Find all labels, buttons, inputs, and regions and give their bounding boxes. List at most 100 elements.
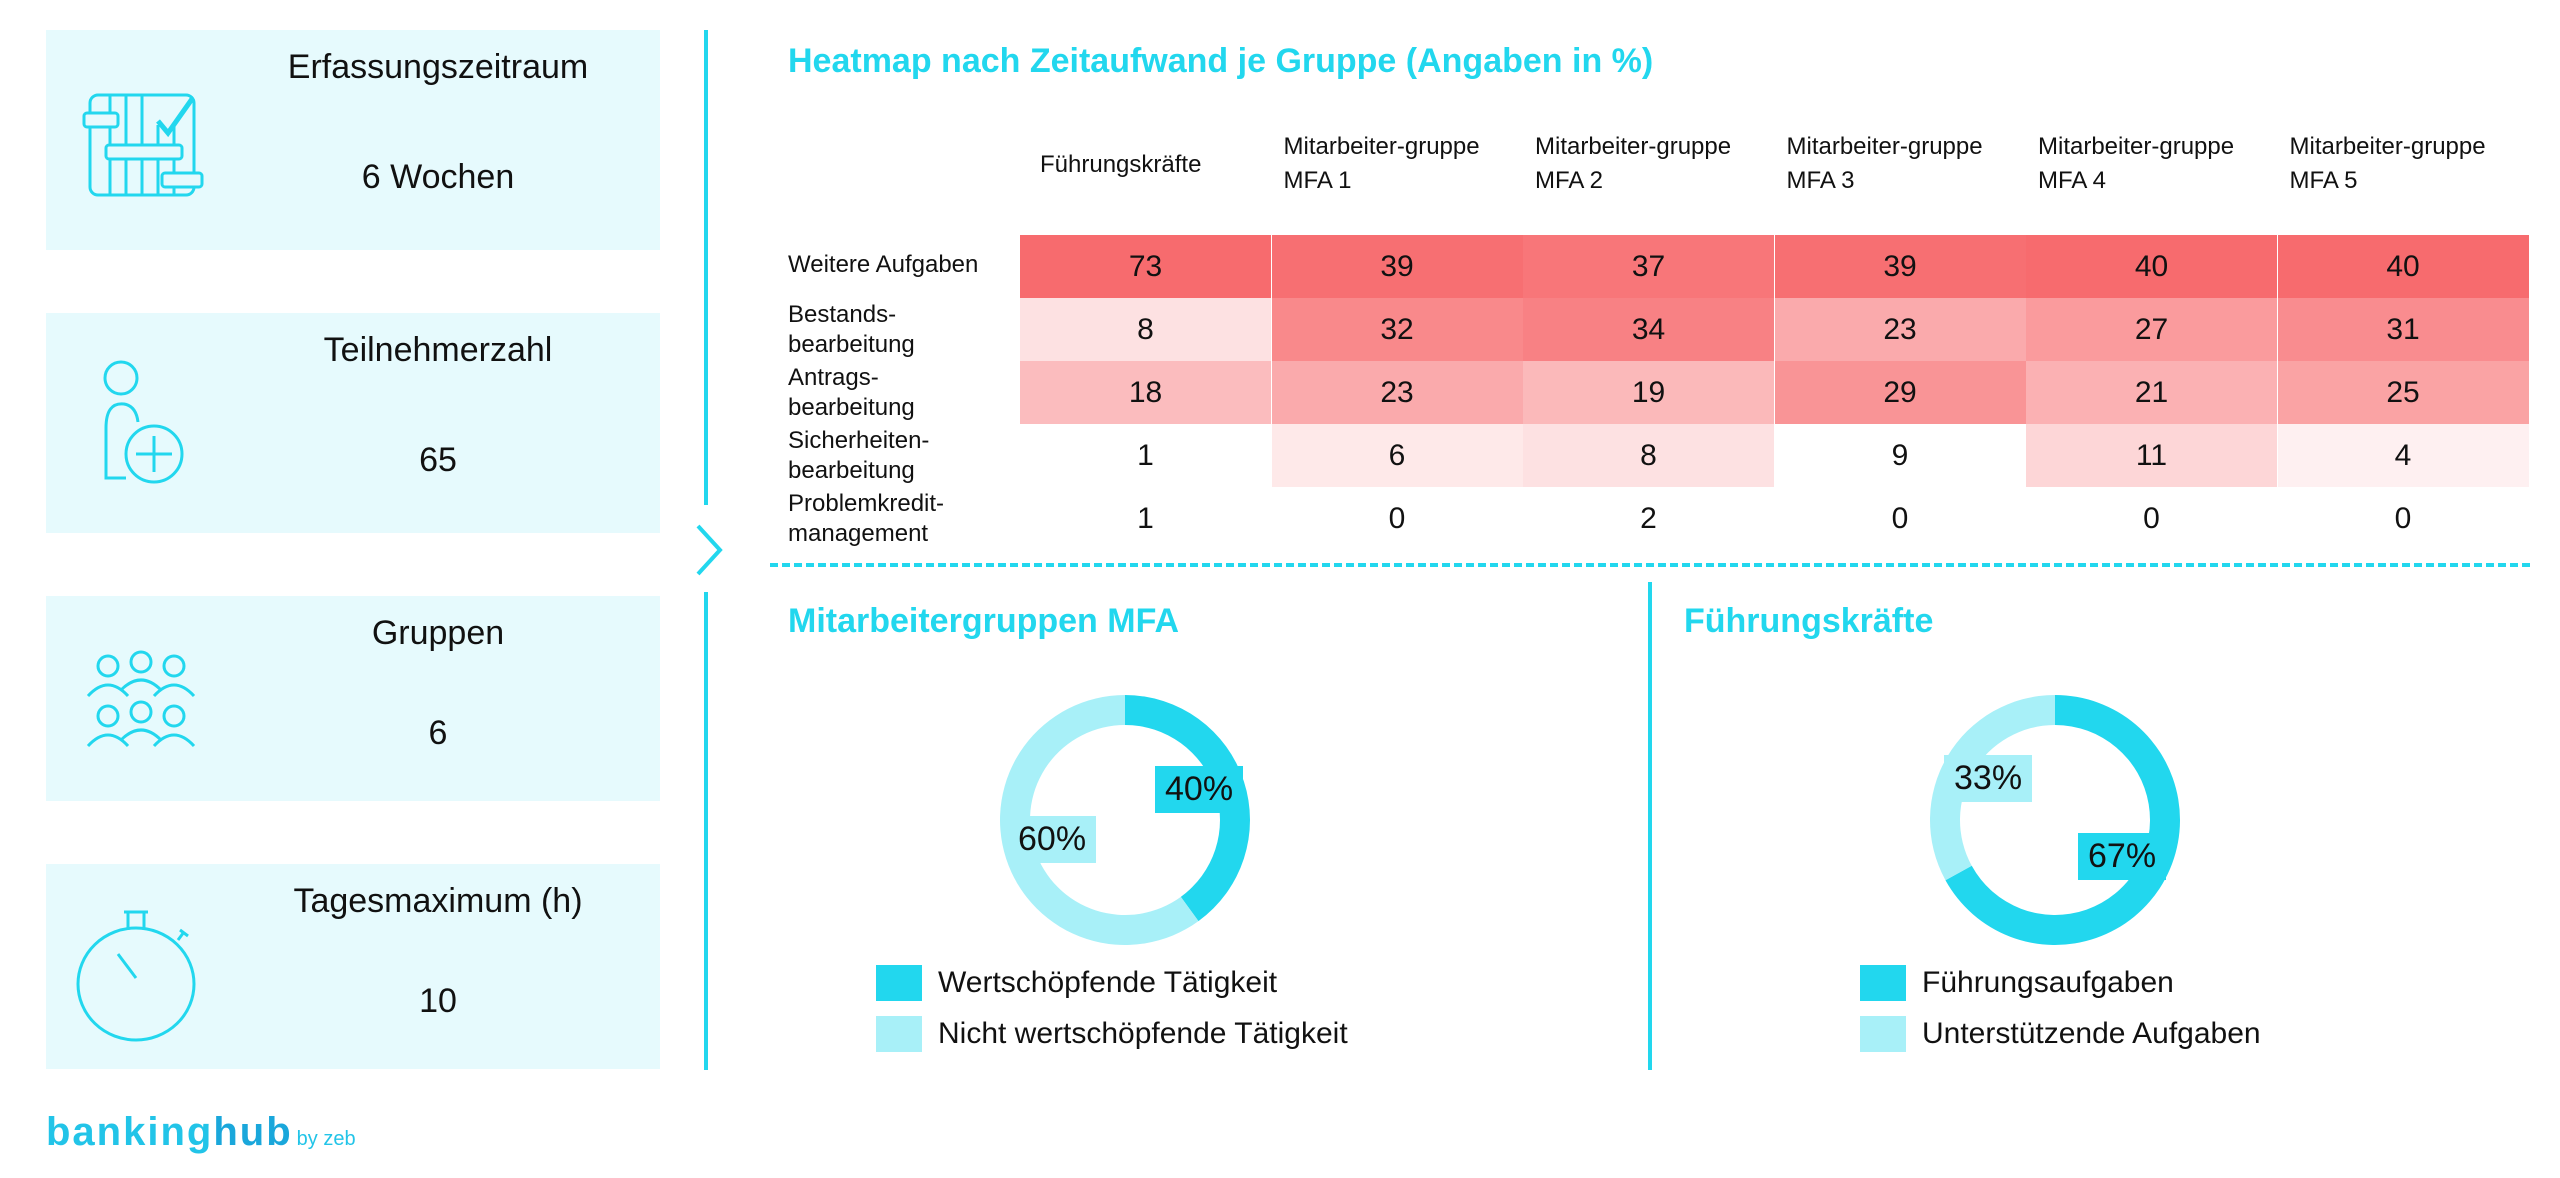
donut-slice-nicht-wertschoepfend xyxy=(1000,695,1199,945)
bankinghub-logo[interactable]: bankinghub by zeb xyxy=(46,1110,356,1155)
heatmap-cell: 37 xyxy=(1523,235,1774,298)
heatmap-cell: 11 xyxy=(2026,424,2277,487)
heatmap-cell: 23 xyxy=(1774,298,2026,361)
heatmap-cell: 40 xyxy=(2277,235,2529,298)
heatmap-row-label: Problemkredit-management xyxy=(788,489,944,549)
heatmap-cell: 19 xyxy=(1523,361,1774,424)
column-header-line: MFA 3 xyxy=(1786,167,1855,194)
heatmap-cell: 2 xyxy=(1523,487,1774,550)
heatmap-cell: 9 xyxy=(1774,424,2026,487)
logo-hub: hub xyxy=(213,1110,293,1154)
column-header-line: Führungskräfte xyxy=(1040,151,1202,178)
legend-label: Führungsaufgaben xyxy=(1922,966,2174,999)
heatmap-cell: 73 xyxy=(1020,235,1271,298)
heatmap-cell: 0 xyxy=(2026,487,2277,550)
heatmap-column-header: Führungskräfte xyxy=(1040,148,1201,182)
group-icon xyxy=(86,650,196,747)
donut-slice-unterstuetzende xyxy=(1930,695,2055,881)
kpi-value: 6 xyxy=(428,714,448,752)
legend-label: Wertschöpfende Tätigkeit xyxy=(938,966,1278,999)
legend-swatch xyxy=(1860,1016,1906,1052)
heatmap-cell: 1 xyxy=(1020,487,1271,550)
kpi-label: Tagesmaximum (h) xyxy=(293,882,583,920)
column-header-line: Mitarbeiter-gruppe xyxy=(2289,133,2486,160)
row-label-line: bearbeitung xyxy=(788,457,915,484)
heatmap-cell: 0 xyxy=(1774,487,2026,550)
donut-label-fk-unterstuetzend: 33% xyxy=(1944,755,2033,802)
donut-label-fk-fuehrung: 67% xyxy=(2078,833,2167,880)
heatmap-row-label: Bestands-bearbeitung xyxy=(788,300,915,360)
heatmap-cell: 1 xyxy=(1020,424,1271,487)
heatmap-row-label: Antrags-bearbeitung xyxy=(788,363,915,423)
heatmap-column-header: Mitarbeiter-gruppe MFA 5 xyxy=(2290,130,2486,198)
column-header-line: MFA 4 xyxy=(2038,167,2107,194)
heatmap-title: Heatmap nach Zeitaufwand je Gruppe (Anga… xyxy=(788,42,1654,80)
legend-item-fk-0: Führungsaufgaben xyxy=(1860,965,2174,1001)
row-label-line: Problemkredit- xyxy=(788,490,945,517)
legend-swatch xyxy=(876,1016,922,1052)
donut-slice-wertschoepfend xyxy=(1125,695,1250,922)
kpi-label: Erfassungszeitraum xyxy=(287,48,589,86)
legend-label: Unterstützende Aufgaben xyxy=(1922,1017,2261,1050)
column-header-line: Mitarbeiter-gruppe xyxy=(1283,133,1480,160)
chevron-right-icon xyxy=(696,524,723,576)
donut-chart-mfa xyxy=(1000,695,1250,945)
heatmap-cell: 0 xyxy=(2277,487,2529,550)
legend-item-fk-1: Unterstützende Aufgaben xyxy=(1860,1016,2261,1052)
heatmap-cell: 31 xyxy=(2277,298,2529,361)
column-header-line: MFA 5 xyxy=(2289,167,2358,194)
row-label-line: management xyxy=(788,520,929,547)
kpi-value: 65 xyxy=(419,441,457,479)
heatmap-cell: 0 xyxy=(1271,487,1523,550)
legend-swatch xyxy=(876,965,922,1001)
heatmap-cell: 39 xyxy=(1774,235,2026,298)
heatmap-cell: 32 xyxy=(1271,298,1523,361)
heatmap-row-label: Sicherheiten-bearbeitung xyxy=(788,426,929,486)
heatmap-column-header: Mitarbeiter-gruppe MFA 4 xyxy=(2038,130,2234,198)
column-header-line: MFA 2 xyxy=(1535,167,1604,194)
heatmap-cell: 39 xyxy=(1271,235,1523,298)
donut-label-mfa-wertschoepfend: 40% xyxy=(1155,766,1244,813)
column-header-line: Mitarbeiter-gruppe xyxy=(1786,133,1983,160)
row-label-line: Weitere Aufgaben xyxy=(788,251,979,278)
heatmap-cell: 18 xyxy=(1020,361,1271,424)
row-label-line: Antrags- xyxy=(788,364,879,391)
mfa-title: Mitarbeitergruppen MFA xyxy=(788,602,1180,640)
kpi-value: 6 Wochen xyxy=(361,158,515,196)
heatmap-cell: 27 xyxy=(2026,298,2277,361)
kpi-value: 10 xyxy=(419,982,457,1020)
stopwatch-icon xyxy=(76,910,196,1041)
column-header-line: MFA 1 xyxy=(1283,167,1352,194)
kpi-label: Gruppen xyxy=(371,614,505,652)
heatmap-cell: 4 xyxy=(2277,424,2529,487)
divider-vertical-bottom xyxy=(704,592,708,1070)
heatmap-cell: 25 xyxy=(2277,361,2529,424)
logo-banking: banking xyxy=(46,1110,214,1154)
heatmap-cell: 8 xyxy=(1020,298,1271,361)
person-add-icon xyxy=(103,360,184,484)
heatmap-cell: 29 xyxy=(1774,361,2026,424)
row-label-line: Bestands- xyxy=(788,301,897,328)
row-label-line: bearbeitung xyxy=(788,331,915,358)
kpi-label: Teilnehmerzahl xyxy=(323,331,553,369)
divider-vertical-charts xyxy=(1648,582,1652,1070)
kpi-card-teilnehmerzahl: Teilnehmerzahl 65 xyxy=(46,313,660,533)
legend-item-mfa-1: Nicht wertschöpfende Tätigkeit xyxy=(876,1016,1348,1052)
divider-dashed xyxy=(770,563,2530,567)
column-header-line: Mitarbeiter-gruppe xyxy=(1535,133,1732,160)
heatmap-cell: 34 xyxy=(1523,298,1774,361)
fk-title: Führungskräfte xyxy=(1684,602,1934,640)
calendar-check-icon xyxy=(82,93,204,197)
heatmap-cell: 40 xyxy=(2026,235,2277,298)
divider-vertical-top xyxy=(704,30,708,505)
row-label-line: Sicherheiten- xyxy=(788,427,930,454)
legend-label: Nicht wertschöpfende Tätigkeit xyxy=(938,1017,1348,1050)
kpi-card-erfassungszeitraum: Erfassungszeitraum 6 Wochen xyxy=(46,30,660,250)
kpi-card-tagesmaximum: Tagesmaximum (h) 10 xyxy=(46,864,660,1069)
heatmap-cell: 21 xyxy=(2026,361,2277,424)
column-header-line: Mitarbeiter-gruppe xyxy=(2038,133,2235,160)
heatmap-cell: 8 xyxy=(1523,424,1774,487)
heatmap-column-header: Mitarbeiter-gruppe MFA 1 xyxy=(1284,130,1480,198)
kpi-card-gruppen: Gruppen 6 xyxy=(46,596,660,801)
heatmap-column-header: Mitarbeiter-gruppe MFA 2 xyxy=(1535,130,1731,198)
